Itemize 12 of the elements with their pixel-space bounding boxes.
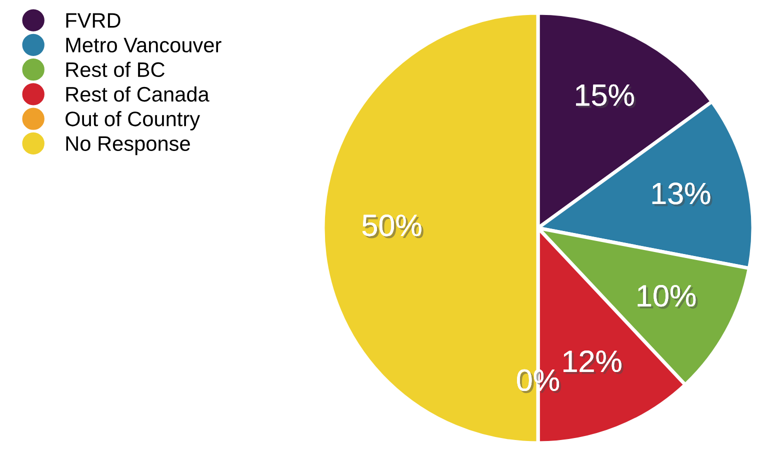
legend-label: FVRD bbox=[66, 13, 120, 28]
legend-label: No Response bbox=[66, 136, 190, 156]
text: 0% bbox=[517, 369, 559, 391]
data-label: 50% bbox=[362, 214, 424, 238]
data-label: 15% bbox=[576, 84, 636, 108]
legend-label: Rest of BC bbox=[66, 62, 165, 78]
data-label: 13% bbox=[652, 182, 712, 206]
legend-label: Out of Country bbox=[66, 111, 200, 130]
data-label: 12% bbox=[564, 350, 624, 374]
legend-label: Metro Vancouver bbox=[66, 38, 222, 52]
data-label: 10% bbox=[638, 284, 698, 309]
legend-label: Rest of Canada bbox=[66, 86, 210, 102]
